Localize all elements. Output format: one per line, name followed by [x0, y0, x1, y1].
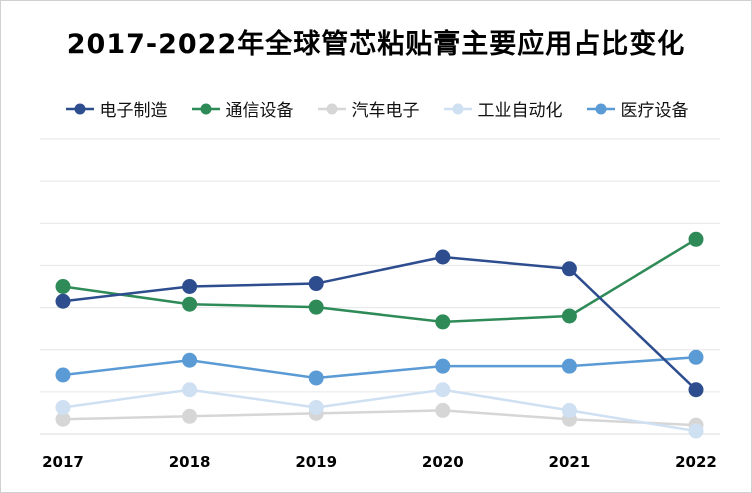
data-point	[308, 276, 324, 292]
data-point	[182, 408, 198, 424]
data-point	[182, 279, 198, 294]
data-point	[182, 296, 198, 312]
data-point	[435, 314, 451, 330]
legend-item-2: 汽车电子	[316, 96, 420, 121]
legend-label-0: 电子制造	[99, 101, 168, 121]
legend-marker	[74, 103, 85, 114]
series-line	[61, 388, 698, 433]
data-point	[435, 249, 451, 265]
series-2	[55, 402, 704, 433]
legend-label-1: 通信设备	[225, 101, 294, 121]
series-0	[55, 249, 704, 398]
data-point	[308, 299, 324, 315]
x-tick-label: 2020	[422, 453, 464, 471]
legend-item-0: 电子制造	[64, 96, 168, 121]
data-point	[688, 382, 704, 398]
series-4	[55, 349, 704, 386]
legend-marker	[452, 103, 463, 114]
data-point	[688, 349, 704, 365]
data-point	[182, 352, 198, 368]
legend-label-4: 医疗设备	[620, 101, 689, 121]
gridlines	[40, 138, 720, 435]
legend-item-3: 工业自动化	[442, 96, 563, 121]
series-1	[55, 231, 704, 330]
data-point	[55, 367, 71, 383]
chart-legend: 电子制造 通信设备 汽车电子 工业自动化 医疗设备	[0, 96, 752, 121]
data-point	[308, 399, 324, 415]
data-point	[561, 402, 577, 418]
chart-title: 2017-2022年全球管芯粘贴膏主要应用占比变化	[66, 29, 686, 60]
legend-swatch-0	[65, 103, 94, 114]
data-point	[561, 358, 577, 374]
series-line	[61, 356, 698, 380]
data-point	[55, 279, 71, 294]
data-point	[688, 423, 704, 439]
legend-label-2: 汽车电子	[351, 101, 420, 121]
legend-marker	[595, 103, 606, 114]
legend-swatch-2	[317, 103, 346, 114]
data-point	[55, 399, 71, 415]
legend-item-4: 医疗设备	[585, 96, 689, 121]
data-point	[688, 231, 704, 247]
legend-swatch-3	[443, 103, 472, 114]
series-line	[61, 238, 698, 324]
data-point	[561, 308, 577, 324]
data-point	[182, 382, 198, 398]
legend-label-3: 工业自动化	[477, 101, 563, 121]
series-3	[55, 382, 704, 439]
series-line	[61, 409, 698, 427]
x-tick-label: 2018	[169, 453, 211, 471]
x-tick-label: 2022	[675, 453, 717, 471]
x-tick-label: 2021	[549, 453, 591, 471]
series-line	[61, 255, 698, 391]
data-point	[435, 358, 451, 374]
data-point	[55, 411, 71, 427]
x-tick-label: 2019	[295, 453, 337, 471]
legend-marker	[326, 103, 337, 114]
x-tick-label: 2017	[42, 453, 84, 471]
legend-swatch-1	[191, 103, 220, 114]
legend-item-1: 通信设备	[190, 96, 294, 121]
legend-marker	[200, 103, 211, 114]
legend-swatch-4	[586, 103, 615, 114]
data-point	[561, 261, 577, 277]
data-point	[435, 402, 451, 418]
data-point	[55, 293, 71, 309]
data-point	[308, 370, 324, 386]
data-point	[435, 382, 451, 398]
